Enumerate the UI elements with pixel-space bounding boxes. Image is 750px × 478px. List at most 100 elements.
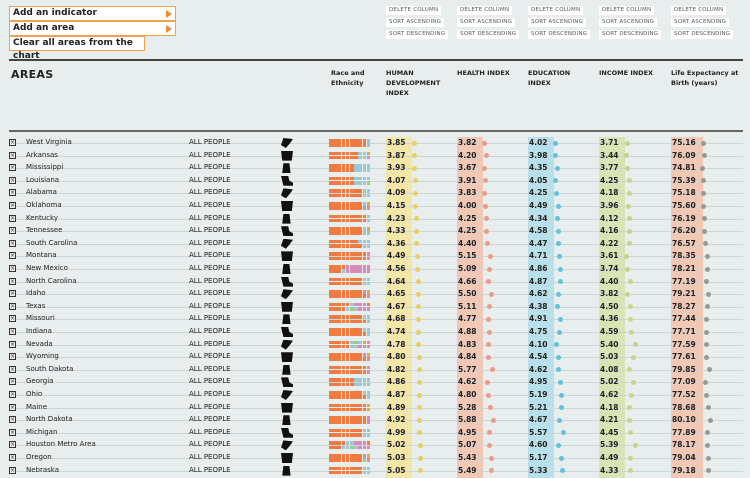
waffle-cell xyxy=(337,290,341,294)
sort-ascending-button[interactable]: SORT ASCENDING xyxy=(671,18,730,27)
population-label: ALL PEOPLE xyxy=(189,138,231,146)
sort-descending-button[interactable]: SORT DESCENDING xyxy=(671,30,734,39)
sort-descending-button[interactable]: SORT DESCENDING xyxy=(457,30,520,39)
triangle-right-icon xyxy=(166,25,172,33)
remove-area-icon[interactable]: × xyxy=(9,353,16,361)
waffle-cell xyxy=(358,403,362,408)
waffle-cell xyxy=(366,139,371,143)
remove-area-icon[interactable]: × xyxy=(9,139,16,146)
waffle-cell xyxy=(329,206,333,210)
remove-area-icon[interactable]: × xyxy=(9,315,16,323)
waffle-cell xyxy=(358,239,362,244)
waffle-cell xyxy=(333,202,337,206)
delete-column-button[interactable]: DELETE COLUMN xyxy=(599,6,655,15)
sort-descending-button[interactable]: SORT DESCENDING xyxy=(528,30,591,39)
value-marker-dot xyxy=(556,228,562,234)
race-ethnicity-waffle xyxy=(329,151,371,160)
delete-column-button[interactable]: DELETE COLUMN xyxy=(528,6,584,15)
waffle-cell xyxy=(341,454,346,458)
waffle-cell xyxy=(333,407,337,412)
column-heading-life-expectancy[interactable]: Life Expectancy at Birth (years) xyxy=(671,69,739,87)
remove-area-icon[interactable]: × xyxy=(9,277,16,285)
waffle-cell xyxy=(333,214,337,219)
remove-area-icon[interactable]: × xyxy=(9,416,16,424)
sort-ascending-button[interactable]: SORT ASCENDING xyxy=(386,18,445,27)
sort-ascending-button[interactable]: SORT ASCENDING xyxy=(599,18,658,27)
remove-area-icon[interactable]: × xyxy=(9,466,16,474)
remove-area-icon[interactable]: × xyxy=(9,164,16,172)
remove-area-icon[interactable]: × xyxy=(9,176,16,184)
remove-area-icon[interactable]: × xyxy=(9,265,16,272)
remove-area-icon[interactable]: × xyxy=(9,454,16,461)
waffle-cell xyxy=(362,378,367,382)
waffle-cell xyxy=(341,403,346,408)
value-education: 4.60 xyxy=(529,440,548,450)
add-area-button[interactable]: Add an area xyxy=(9,21,176,36)
column-heading-hdi[interactable]: HUMAN DEVELOPMENT INDEX xyxy=(386,69,441,97)
waffle-cell xyxy=(341,332,346,336)
remove-area-icon[interactable]: × xyxy=(9,239,16,247)
value-health: 5.11 xyxy=(458,301,477,311)
waffle-cell xyxy=(362,202,367,206)
race-ethnicity-waffle xyxy=(329,227,371,235)
value-marker-dot xyxy=(412,178,418,184)
value-marker-dot xyxy=(700,178,706,184)
waffle-cell xyxy=(362,407,367,412)
waffle-cell xyxy=(358,328,362,332)
add-indicator-button[interactable]: Add an indicator xyxy=(9,6,176,21)
waffle-cell xyxy=(354,218,358,223)
clear-areas-button[interactable]: Clear all areas from the chart xyxy=(9,36,145,61)
remove-area-icon[interactable]: × xyxy=(9,441,16,449)
value-marker-dot xyxy=(558,379,564,385)
waffle-cell xyxy=(345,252,350,256)
value-marker-dot xyxy=(486,329,492,335)
waffle-cell xyxy=(333,277,337,282)
waffle-cell xyxy=(333,382,337,387)
column-controls-health: DELETE COLUMN SORT ASCENDING SORT DESCENDI… xyxy=(457,6,520,42)
column-heading-health[interactable]: HEALTH INDEX xyxy=(457,69,510,77)
value-health: 3.91 xyxy=(458,175,477,185)
delete-column-button[interactable]: DELETE COLUMN xyxy=(671,6,727,15)
waffle-cell xyxy=(341,252,346,256)
waffle-cell xyxy=(366,206,371,210)
waffle-cell xyxy=(362,281,367,286)
waffle-cell xyxy=(329,269,333,273)
value-hdi: 4.99 xyxy=(387,427,406,437)
sort-ascending-button[interactable]: SORT ASCENDING xyxy=(457,18,516,27)
remove-area-icon[interactable]: × xyxy=(9,378,16,386)
remove-area-icon[interactable]: × xyxy=(9,428,16,436)
remove-area-icon[interactable]: × xyxy=(9,202,16,209)
waffle-cell xyxy=(354,180,358,185)
waffle-cell xyxy=(362,155,367,160)
remove-area-icon[interactable]: × xyxy=(9,302,16,310)
remove-area-icon[interactable]: × xyxy=(9,391,16,398)
remove-area-icon[interactable]: × xyxy=(9,151,16,159)
remove-area-icon[interactable]: × xyxy=(9,290,16,298)
delete-column-button[interactable]: DELETE COLUMN xyxy=(386,6,442,15)
value-marker-dot xyxy=(490,417,496,423)
waffle-cell xyxy=(366,445,371,450)
remove-area-icon[interactable]: × xyxy=(9,340,16,348)
remove-area-icon[interactable]: × xyxy=(9,365,16,373)
waffle-cell xyxy=(349,357,354,361)
remove-area-icon[interactable]: × xyxy=(9,403,16,411)
sort-descending-button[interactable]: SORT DESCENDING xyxy=(599,30,662,39)
remove-area-icon[interactable]: × xyxy=(9,227,16,235)
remove-area-icon[interactable]: × xyxy=(9,328,16,335)
value-marker-dot xyxy=(555,203,561,209)
sort-descending-button[interactable]: SORT DESCENDING xyxy=(386,30,449,39)
remove-area-icon[interactable]: × xyxy=(9,214,16,222)
column-heading-income[interactable]: INCOME INDEX xyxy=(599,69,654,77)
value-education: 4.91 xyxy=(529,314,548,324)
remove-area-icon[interactable]: × xyxy=(9,189,16,197)
remove-area-icon[interactable]: × xyxy=(9,252,16,260)
waffle-cell xyxy=(354,269,358,273)
sort-ascending-button[interactable]: SORT ASCENDING xyxy=(528,18,587,27)
delete-column-button[interactable]: DELETE COLUMN xyxy=(457,6,513,15)
waffle-cell xyxy=(337,243,341,248)
waffle-cell xyxy=(345,353,350,357)
value-education: 4.25 xyxy=(529,188,548,198)
column-controls-education: DELETE COLUMN SORT ASCENDING SORT DESCENDI… xyxy=(528,6,591,42)
waffle-cell xyxy=(345,445,350,450)
column-heading-education[interactable]: EDUCATION INDEX xyxy=(528,69,571,87)
